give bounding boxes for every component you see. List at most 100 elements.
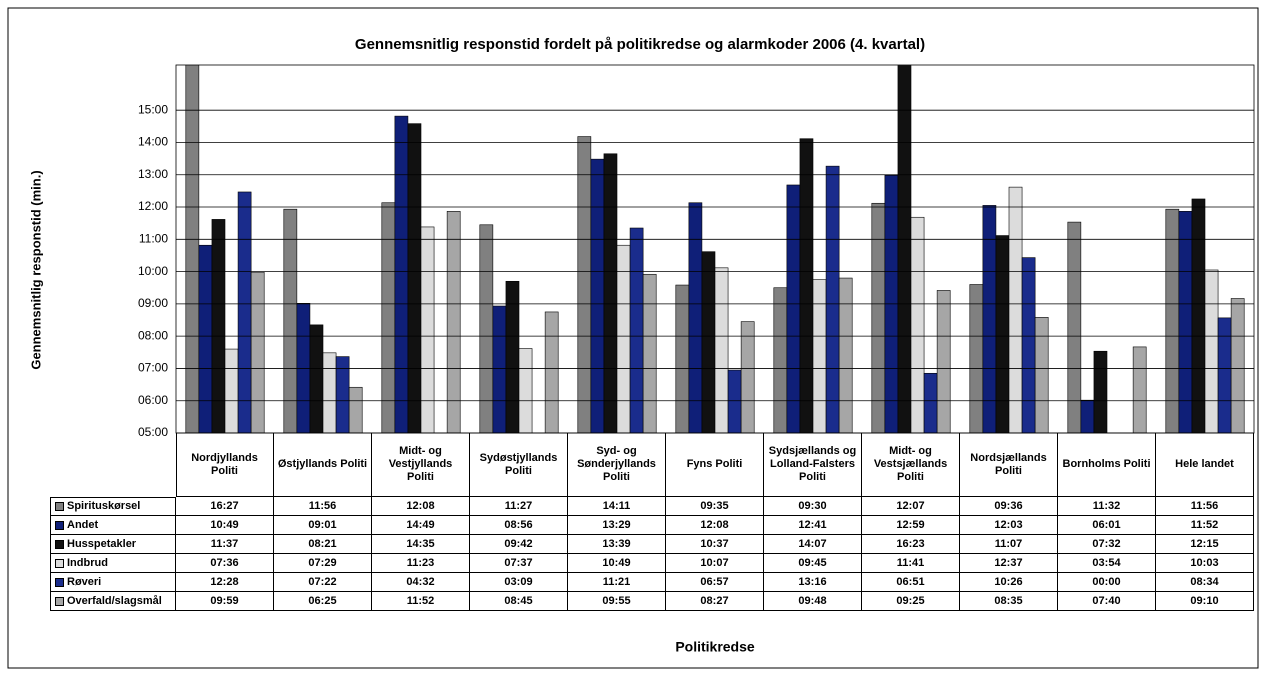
y-tick-label: 06:00	[138, 393, 168, 407]
category-label: Østjyllands Politi	[274, 433, 372, 497]
y-tick-label: 05:00	[138, 425, 168, 439]
category-label: Bornholms Politi	[1058, 433, 1156, 497]
table-value: 11:56	[274, 497, 372, 516]
table-value: 09:10	[1156, 592, 1254, 611]
table-value: 07:36	[176, 554, 274, 573]
bar	[603, 153, 618, 433]
bar	[1021, 257, 1036, 433]
y-tick-label: 15:00	[138, 102, 168, 116]
table-value: 06:01	[1058, 516, 1156, 535]
table-value: 06:57	[666, 573, 764, 592]
bar	[740, 321, 755, 433]
table-value: 11:52	[372, 592, 470, 611]
bar	[381, 202, 396, 433]
table-value: 16:23	[862, 535, 960, 554]
legend-entry: Husspetakler	[50, 535, 176, 554]
category-label: Nordsjællands Politi	[960, 433, 1058, 497]
bar	[1165, 208, 1180, 433]
bar	[1230, 298, 1245, 433]
table-value: 10:37	[666, 535, 764, 554]
legend-entry: Indbrud	[50, 554, 176, 573]
bar	[1178, 211, 1193, 433]
category-label: Midt- og Vestjyllands Politi	[372, 433, 470, 497]
table-value: 12:08	[666, 516, 764, 535]
bar	[812, 279, 827, 433]
y-tick-label: 08:00	[138, 328, 168, 342]
bar	[518, 348, 533, 433]
table-value: 14:07	[764, 535, 862, 554]
table-value: 11:32	[1058, 497, 1156, 516]
table-value: 03:54	[1058, 554, 1156, 573]
legend-swatch	[55, 502, 64, 511]
y-axis-title: Gennemsnitlig responstid (min.)	[28, 170, 43, 369]
bar	[799, 138, 814, 433]
table-value: 12:08	[372, 497, 470, 516]
table-value: 04:32	[372, 573, 470, 592]
table-value: 09:59	[176, 592, 274, 611]
bar	[322, 352, 337, 433]
table-value: 09:55	[568, 592, 666, 611]
table-value: 07:22	[274, 573, 372, 592]
table-value: 11:27	[470, 497, 568, 516]
table-value: 16:27	[176, 497, 274, 516]
bar	[198, 244, 213, 433]
legend-entry: Andet	[50, 516, 176, 535]
bar	[211, 219, 226, 433]
table-value: 00:00	[1058, 573, 1156, 592]
table-value: 11:41	[862, 554, 960, 573]
table-value: 14:35	[372, 535, 470, 554]
bar	[1132, 346, 1147, 433]
bar	[629, 227, 644, 433]
table-value: 12:15	[1156, 535, 1254, 554]
table-value: 06:25	[274, 592, 372, 611]
bar	[479, 224, 494, 433]
table-value: 14:49	[372, 516, 470, 535]
table-value: 11:23	[372, 554, 470, 573]
table-value: 09:45	[764, 554, 862, 573]
table-value: 10:49	[568, 554, 666, 573]
table-value: 10:49	[176, 516, 274, 535]
bar	[394, 115, 409, 433]
table-value: 13:39	[568, 535, 666, 554]
category-label: Sydøstjyllands Politi	[470, 433, 568, 497]
table-value: 12:07	[862, 497, 960, 516]
bar	[786, 184, 801, 433]
table-value: 11:07	[960, 535, 1058, 554]
table-value: 09:42	[470, 535, 568, 554]
table-value: 09:01	[274, 516, 372, 535]
bar	[283, 208, 298, 433]
table-value: 13:16	[764, 573, 862, 592]
table-value: 12:41	[764, 516, 862, 535]
bar	[1191, 198, 1206, 433]
table-value: 06:51	[862, 573, 960, 592]
table-value: 10:26	[960, 573, 1058, 592]
bar	[250, 271, 265, 433]
legend-label: Overfald/slagsmål	[67, 594, 162, 607]
legend-label: Røveri	[67, 575, 102, 588]
legend-label: Andet	[67, 518, 99, 531]
table-value: 09:48	[764, 592, 862, 611]
bar	[446, 211, 461, 433]
bar	[1034, 317, 1049, 433]
bar	[773, 287, 788, 433]
bar	[1067, 221, 1082, 433]
table-value: 08:35	[960, 592, 1058, 611]
bar	[936, 290, 951, 433]
table-value: 08:56	[470, 516, 568, 535]
bar	[838, 277, 853, 433]
y-tick-label: 10:00	[138, 264, 168, 278]
legend-swatch	[55, 520, 64, 530]
legend-label: Indbrud	[67, 556, 108, 569]
bar	[1217, 317, 1232, 433]
bar	[910, 216, 925, 433]
table-value: 08:34	[1156, 573, 1254, 592]
category-label: Hele landet	[1156, 433, 1254, 497]
bar	[701, 251, 716, 433]
bar	[871, 202, 886, 433]
bar	[492, 305, 507, 433]
bar	[714, 267, 729, 433]
table-value: 12:37	[960, 554, 1058, 573]
bar	[825, 165, 840, 433]
